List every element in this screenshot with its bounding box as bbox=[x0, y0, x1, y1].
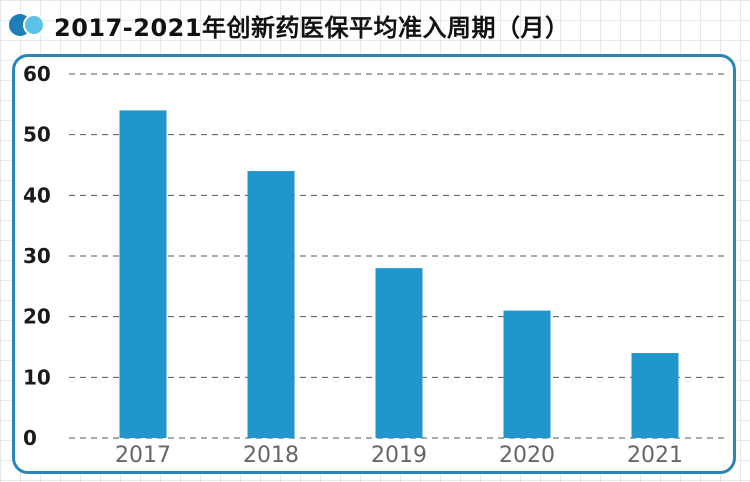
x-tick-label: 2018 bbox=[243, 443, 299, 468]
bar bbox=[375, 268, 423, 438]
y-tick-label: 20 bbox=[23, 305, 51, 329]
bar bbox=[119, 110, 167, 439]
bar-chart: 0 10 20 30 40 50 60 2017 2018 2019 2020 2021 bbox=[23, 62, 729, 468]
bar bbox=[503, 310, 551, 438]
legend-dot-light bbox=[23, 14, 45, 36]
x-tick-label: 2019 bbox=[371, 443, 427, 468]
y-tick-label: 50 bbox=[23, 123, 51, 147]
chart-title: 2017-2021年创新药医保平均准入周期（月） bbox=[54, 13, 570, 42]
bar bbox=[631, 353, 679, 438]
bar bbox=[247, 171, 295, 439]
x-tick-label: 2017 bbox=[115, 443, 171, 468]
y-tick-label: 10 bbox=[23, 365, 51, 389]
series-legend-icon bbox=[9, 14, 45, 36]
x-tick-label: 2020 bbox=[499, 443, 555, 468]
y-tick-label: 40 bbox=[23, 183, 51, 207]
chart-header: 2017-2021年创新药医保平均准入周期（月） bbox=[8, 6, 570, 44]
chart-frame: 0 10 20 30 40 50 60 2017 2018 2019 2020 2021 bbox=[12, 54, 736, 474]
y-tick-label: 0 bbox=[23, 426, 37, 450]
y-tick-label: 30 bbox=[23, 244, 51, 268]
y-tick-label: 60 bbox=[23, 62, 51, 86]
x-tick-label: 2021 bbox=[627, 443, 683, 468]
